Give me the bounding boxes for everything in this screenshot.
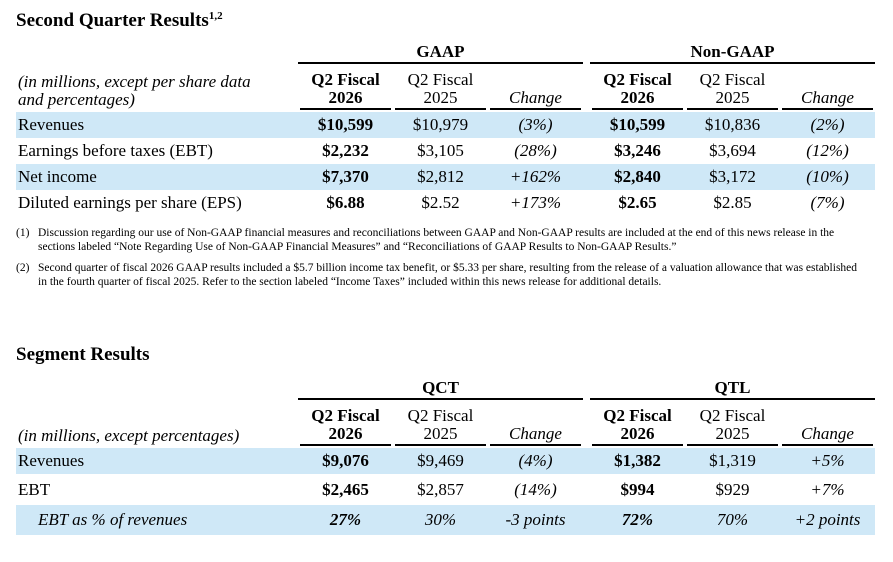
cell-value: +5%: [780, 448, 875, 474]
footnote-text: Second quarter of fiscal 2026 GAAP resul…: [38, 262, 858, 288]
col-header-qtl-change: Change: [780, 400, 875, 448]
cell-value: $2,857: [417, 479, 464, 499]
col-header-qct-change: Change: [488, 400, 583, 448]
cell-value: +162%: [488, 164, 583, 190]
cell-value: $9,469: [393, 448, 488, 474]
cell-value: $3,246: [614, 141, 661, 160]
cell-value: $7,370: [298, 164, 393, 190]
cell-value: 70%: [685, 505, 780, 535]
cell-value: $3,105: [417, 141, 464, 160]
row-label: Net income: [16, 164, 298, 190]
cell-value: $6.88: [326, 193, 365, 212]
table-row: Net income $7,370 $2,812 +162% $2,840 $3…: [16, 164, 875, 190]
table-row: EBT $2,465 $2,857 (14%) $994 $929 +7%: [16, 474, 875, 505]
cell-value: 27%: [298, 505, 393, 535]
cell-value: $10,979: [393, 112, 488, 138]
col-header-qct-q2-fy26: Q2 Fiscal 2026: [298, 400, 393, 448]
cell-value: $2,465: [322, 479, 369, 499]
cell-value: (7%): [810, 193, 845, 212]
cell-value: $2,840: [590, 164, 685, 190]
cell-value: (10%): [780, 164, 875, 190]
row-label: EBT as % of revenues: [16, 505, 298, 535]
group-header-non-gaap: Non-GAAP: [590, 38, 875, 64]
cell-value: $3,694: [709, 141, 756, 160]
cell-value: (4%): [488, 448, 583, 474]
col-header-qct-q2-fy25: Q2 Fiscal 2025: [393, 400, 488, 448]
row-label-header: (in millions, except percentages): [18, 426, 240, 445]
cell-value: $2.65: [618, 193, 657, 212]
table-row: EBT as % of revenues 27% 30% -3 points 7…: [16, 505, 875, 535]
group-header-qct: QCT: [298, 374, 583, 400]
cell-value: $1,319: [685, 448, 780, 474]
footnote-number: (1): [16, 227, 30, 239]
cell-value: $10,599: [298, 112, 393, 138]
cell-value: $3,172: [685, 164, 780, 190]
footnote-text: Discussion regarding our use of Non-GAAP…: [38, 227, 835, 253]
cell-value: (14%): [514, 479, 557, 499]
second-quarter-results-table: GAAP Non-GAAP (in millions, except per s…: [16, 38, 875, 216]
cell-value: (28%): [514, 141, 557, 160]
group-header-gaap: GAAP: [298, 38, 583, 64]
cell-value: $2.52: [421, 193, 460, 212]
segment-results-title: Segment Results: [16, 344, 150, 365]
cell-value: 30%: [393, 505, 488, 535]
col-header-gaap-change: Change: [488, 64, 583, 112]
cell-value: $2.85: [713, 193, 752, 212]
cell-value: (3%): [488, 112, 583, 138]
table-row: Earnings before taxes (EBT) $2,232 $3,10…: [16, 138, 875, 164]
row-label: Earnings before taxes (EBT): [18, 141, 213, 160]
col-header-nongaap-q2-fy25: Q2 Fiscal 2025: [685, 64, 780, 112]
cell-value: $994: [620, 479, 655, 499]
cell-value: +2 points: [780, 505, 875, 535]
col-header-qtl-q2-fy25: Q2 Fiscal 2025: [685, 400, 780, 448]
col-header-nongaap-change: Change: [780, 64, 875, 112]
cell-value: 72%: [590, 505, 685, 535]
table-row: Revenues $9,076 $9,469 (4%) $1,382 $1,31…: [16, 448, 875, 474]
cell-value: $929: [715, 479, 750, 499]
cell-value: $2,232: [322, 141, 369, 160]
cell-value: -3 points: [488, 505, 583, 535]
table-row: Diluted earnings per share (EPS) $6.88 $…: [16, 190, 875, 216]
cell-value: $1,382: [590, 448, 685, 474]
footnote-number: (2): [16, 262, 30, 274]
group-header-qtl: QTL: [590, 374, 875, 400]
cell-value: +173%: [509, 193, 562, 212]
row-label: Revenues: [16, 448, 298, 474]
footnotes: (1) Discussion regarding our use of Non-…: [16, 226, 866, 296]
second-quarter-results-title: Second Quarter Results1,2: [16, 10, 223, 32]
cell-value: +7%: [810, 479, 845, 499]
cell-value: (2%): [780, 112, 875, 138]
row-label-header: (in millions, except per share data and p…: [18, 72, 251, 109]
cell-value: $9,076: [298, 448, 393, 474]
row-label: Revenues: [16, 112, 298, 138]
row-label: Diluted earnings per share (EPS): [18, 193, 242, 212]
cell-value: $10,836: [685, 112, 780, 138]
segment-results-table: QCT QTL (in millions, except percentages…: [16, 374, 875, 535]
cell-value: $10,599: [590, 112, 685, 138]
col-header-nongaap-q2-fy26: Q2 Fiscal 2026: [590, 64, 685, 112]
cell-value: (12%): [806, 141, 849, 160]
cell-value: $2,812: [393, 164, 488, 190]
table-row: Revenues $10,599 $10,979 (3%) $10,599 $1…: [16, 112, 875, 138]
footnote-1: (1) Discussion regarding our use of Non-…: [16, 226, 866, 254]
col-header-gaap-q2-fy26: Q2 Fiscal 2026: [298, 64, 393, 112]
row-label: EBT: [18, 479, 51, 499]
footnote-2: (2) Second quarter of fiscal 2026 GAAP r…: [16, 261, 866, 289]
col-header-qtl-q2-fy26: Q2 Fiscal 2026: [590, 400, 685, 448]
col-header-gaap-q2-fy25: Q2 Fiscal 2025: [393, 64, 488, 112]
section-title-text: Second Quarter Results: [16, 10, 209, 31]
footnote-superscript: 1,2: [208, 10, 223, 22]
